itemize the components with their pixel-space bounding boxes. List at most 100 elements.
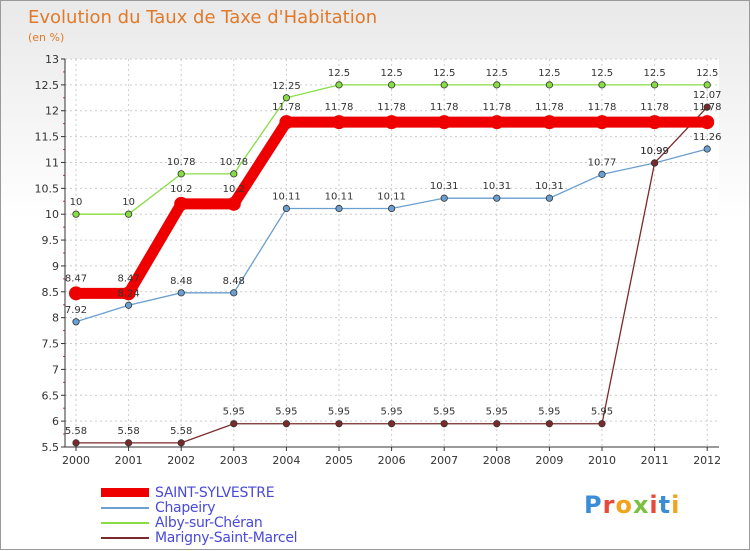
data-label: 5.58 bbox=[170, 426, 192, 437]
data-label: 11.78 bbox=[430, 102, 459, 113]
legend: SAINT-SYLVESTRE Chapeiry Alby-sur-Chéran Ma… bbox=[101, 484, 298, 546]
logo-letter: P bbox=[584, 491, 603, 519]
data-point bbox=[125, 301, 133, 309]
data-label: 10.11 bbox=[377, 192, 406, 203]
data-point bbox=[387, 204, 396, 213]
data-point bbox=[598, 420, 606, 428]
legend-swatch bbox=[101, 536, 149, 539]
data-label: 10.99 bbox=[640, 146, 669, 157]
legend-item-alby-sur-ch-ran: Alby-sur-Chéran bbox=[101, 514, 297, 531]
data-label: 11.26 bbox=[693, 132, 722, 143]
x-tick-label: 2005 bbox=[325, 454, 353, 467]
data-point bbox=[125, 210, 133, 218]
data-point bbox=[598, 81, 606, 89]
data-point bbox=[545, 81, 554, 89]
series-saint-sylvestre bbox=[69, 115, 715, 301]
data-label: 12.5 bbox=[486, 68, 508, 79]
data-point bbox=[595, 115, 609, 130]
data-label: 5.95 bbox=[433, 407, 455, 418]
data-point bbox=[72, 439, 80, 447]
data-label: 10.11 bbox=[325, 192, 354, 203]
y-tick-label: 5.5 bbox=[42, 441, 60, 454]
data-point bbox=[125, 439, 133, 447]
data-point bbox=[387, 420, 396, 428]
data-point bbox=[545, 420, 554, 428]
data-label: 5.95 bbox=[591, 407, 613, 418]
data-point bbox=[282, 204, 290, 213]
legend-swatch bbox=[101, 488, 149, 497]
data-label: 5.95 bbox=[486, 407, 508, 418]
data-point bbox=[69, 286, 83, 301]
data-label: 12.5 bbox=[591, 68, 613, 79]
chart-title: Evolution du Taux de Taxe d'Habitation bbox=[28, 7, 378, 28]
data-point bbox=[226, 196, 241, 211]
data-label: 10.78 bbox=[167, 157, 196, 168]
data-label: 12.5 bbox=[696, 68, 718, 79]
data-label: 10.31 bbox=[482, 181, 511, 192]
data-point bbox=[489, 115, 504, 130]
data-point bbox=[493, 194, 501, 202]
legend-label: SAINT-SYLVESTRE bbox=[155, 484, 275, 501]
data-label: 5.58 bbox=[117, 426, 139, 437]
data-label: 12.5 bbox=[538, 68, 560, 79]
data-point bbox=[437, 115, 452, 130]
data-point bbox=[335, 420, 343, 428]
x-tick-label: 2011 bbox=[641, 454, 669, 467]
legend-swatch bbox=[101, 521, 149, 524]
data-label: 8.48 bbox=[170, 276, 192, 287]
data-point bbox=[72, 210, 80, 218]
data-label: 11.78 bbox=[377, 102, 406, 113]
logo-letter: i bbox=[671, 491, 681, 519]
data-point bbox=[282, 420, 290, 428]
data-label: 5.95 bbox=[223, 407, 245, 418]
data-point bbox=[177, 289, 185, 297]
legend-item-chapeiry: Chapeiry bbox=[101, 500, 297, 516]
y-tick-label: 13 bbox=[45, 53, 59, 66]
legend-item-marigny-saint-marcel: Marigny-Saint-Marcel bbox=[101, 529, 298, 546]
legend-label: Marigny-Saint-Marcel bbox=[155, 529, 298, 546]
data-point bbox=[545, 194, 554, 202]
data-label: 11.78 bbox=[535, 102, 564, 113]
legend-label: Alby-sur-Chéran bbox=[155, 514, 263, 531]
data-label: 12.5 bbox=[380, 68, 402, 79]
data-label: 12.5 bbox=[643, 68, 665, 79]
data-label: 10.77 bbox=[588, 157, 617, 168]
data-label: 10.99 bbox=[640, 146, 669, 157]
data-label: 10.31 bbox=[535, 181, 564, 192]
logo-letter: o bbox=[615, 491, 633, 519]
y-tick-label: 6.5 bbox=[42, 389, 60, 402]
data-point bbox=[335, 81, 343, 89]
y-tick-label: 11 bbox=[45, 156, 59, 169]
data-label: 8.48 bbox=[223, 276, 245, 287]
data-label: 5.95 bbox=[538, 407, 560, 418]
data-point bbox=[177, 170, 185, 178]
data-point bbox=[700, 115, 715, 130]
data-point bbox=[121, 286, 136, 301]
data-label: 11.78 bbox=[272, 102, 301, 113]
x-tick-label: 2002 bbox=[167, 454, 195, 467]
y-tick-label: 8.5 bbox=[42, 286, 60, 299]
data-point bbox=[440, 81, 448, 89]
data-label: 11.78 bbox=[325, 102, 354, 113]
x-tick-label: 2001 bbox=[115, 454, 143, 467]
data-point bbox=[230, 420, 238, 428]
x-tick-label: 2012 bbox=[693, 454, 721, 467]
y-tick-label: 8 bbox=[52, 312, 59, 325]
chart-subtitle: (en %) bbox=[28, 31, 65, 44]
data-point bbox=[279, 115, 294, 130]
x-tick-label: 2006 bbox=[378, 454, 406, 467]
data-label: 5.95 bbox=[328, 407, 350, 418]
data-label: 12.07 bbox=[693, 90, 722, 101]
x-tick-label: 2010 bbox=[588, 454, 616, 467]
data-label: 12.5 bbox=[433, 68, 455, 79]
legend-item-saint-sylvestre: SAINT-SYLVESTRE bbox=[101, 484, 297, 501]
data-label: 5.95 bbox=[380, 407, 402, 418]
data-label: 10.78 bbox=[219, 157, 248, 168]
data-label: 11.78 bbox=[693, 102, 722, 113]
data-point bbox=[598, 170, 606, 178]
logo-letter: x bbox=[632, 491, 650, 519]
data-label: 10.2 bbox=[170, 184, 192, 195]
data-point bbox=[703, 81, 711, 89]
data-label: 8.47 bbox=[117, 273, 139, 284]
logo-letter: i bbox=[649, 491, 659, 519]
